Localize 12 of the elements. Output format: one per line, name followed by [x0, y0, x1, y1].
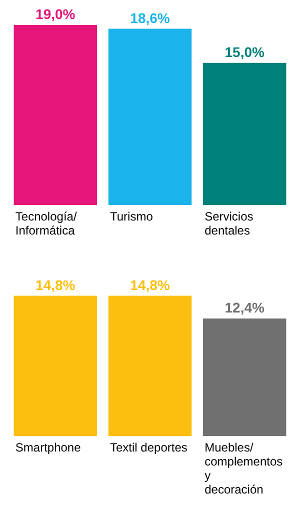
- x-tick-label: Tecnología/ Informática: [15, 210, 78, 238]
- x-tick-label: Smartphone: [15, 440, 82, 454]
- data-label: 15,0%: [224, 44, 265, 60]
- data-label: 12,4%: [224, 300, 265, 316]
- data-label: 14,8%: [36, 276, 76, 293]
- x-tick-label: Turismo: [110, 210, 154, 224]
- x-tick-label: Muebles/ complementos y decoración: [204, 440, 283, 496]
- data-label: 18,6%: [130, 10, 170, 26]
- x-tick-label: Textil deportes: [110, 440, 188, 454]
- data-label: 19,0%: [36, 6, 76, 22]
- data-label: 14,8%: [130, 276, 170, 293]
- x-tick-label: Servicios dentales: [204, 210, 254, 238]
